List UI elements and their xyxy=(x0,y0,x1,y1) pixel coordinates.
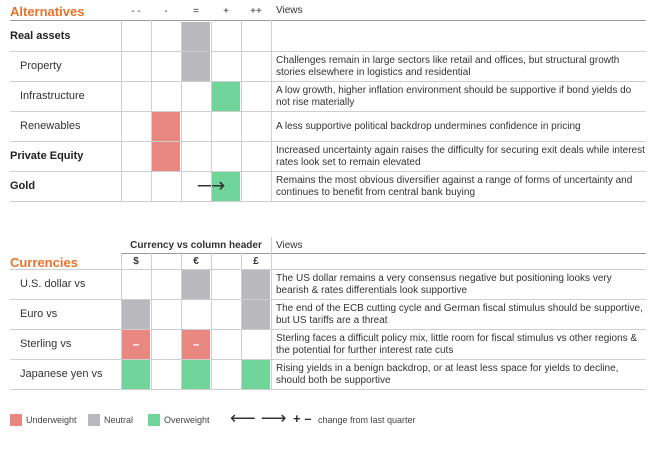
rating-neutral-real-assets xyxy=(182,22,210,51)
view-infrastructure: A low growth, higher inflation environme… xyxy=(276,85,632,108)
view-renewables: A less supportive political backdrop und… xyxy=(276,121,581,132)
col-header-gbp: £ xyxy=(253,256,259,267)
legend-overweight-swatch xyxy=(148,414,160,426)
rating-overweight-jpy-vs-usd xyxy=(122,360,150,389)
view-jpy: Rising yields in a benign backdrop, or a… xyxy=(276,363,619,386)
currencies-title: Currencies xyxy=(10,255,78,270)
rating-overweight-jpy-vs-eur xyxy=(182,360,210,389)
alternatives-title: Alternatives xyxy=(10,4,85,19)
currency-views-header: Views xyxy=(276,240,303,251)
row-label-gold: Gold xyxy=(10,180,36,192)
col-header-equal: = xyxy=(193,6,199,17)
col-header-plus: + xyxy=(223,6,229,17)
rating-overweight-gold xyxy=(212,172,240,201)
gold-change-arrow-icon: ⟶ xyxy=(196,175,226,197)
row-label-infrastructure: Infrastructure xyxy=(20,90,85,102)
legend-neutral-label: Neutral xyxy=(104,415,134,425)
rating-overweight-jpy-vs-gbp xyxy=(242,360,270,389)
legend-neutral-swatch xyxy=(88,414,100,426)
views-header: Views xyxy=(276,5,303,16)
rating-underweight-gbp-vs-usd: – xyxy=(122,330,150,359)
row-label-renewables: Renewables xyxy=(20,120,81,132)
col-header-double-plus: ++ xyxy=(250,6,262,17)
rating-neutral-eur-vs-usd xyxy=(122,300,150,329)
row-label-jpy: Japanese yen vs xyxy=(20,368,103,380)
col-header-minus: - xyxy=(164,6,168,17)
legend-change-note: change from last quarter xyxy=(318,415,416,425)
rating-underweight-renewables xyxy=(152,112,180,141)
col-header-usd: $ xyxy=(133,256,139,267)
rating-overweight-infrastructure xyxy=(212,82,240,111)
row-label-eur: Euro vs xyxy=(20,308,58,320)
rating-neutral-usd-vs-eur xyxy=(182,270,210,299)
view-private-equity: Increased uncertainty again raises the d… xyxy=(276,145,645,168)
view-gold: Remains the most obvious diversifier aga… xyxy=(276,175,633,198)
row-label-private-equity: Private Equity xyxy=(10,150,84,162)
rating-neutral-property xyxy=(182,52,210,81)
rating-neutral-usd-vs-gbp xyxy=(242,270,270,299)
legend-arrows-icon: ⟵ ⟶ xyxy=(230,408,287,428)
legend-underweight-label: Underweight xyxy=(26,415,77,425)
col-header-eur: € xyxy=(193,256,199,267)
view-eur: The end of the ECB cutting cycle and Ger… xyxy=(276,303,643,326)
legend-overweight-label: Overweight xyxy=(164,415,210,425)
view-property: Challenges remain in large sectors like … xyxy=(276,55,620,78)
legend-underweight-swatch xyxy=(10,414,22,426)
view-usd: The US dollar remains a very consensus n… xyxy=(276,273,612,296)
row-label-usd: U.S. dollar vs xyxy=(20,278,86,290)
legend-plusminus-icon: + – xyxy=(293,411,312,426)
row-label-gbp: Sterling vs xyxy=(20,338,72,350)
rating-underweight-gbp-vs-eur: – xyxy=(182,330,210,359)
col-header-double-minus: - - xyxy=(131,6,141,17)
view-gbp: Sterling faces a difficult policy mix, l… xyxy=(276,333,638,356)
currency-group-header: Currency vs column header xyxy=(130,240,262,251)
row-label-property: Property xyxy=(20,60,62,72)
row-label-real-assets: Real assets xyxy=(10,30,71,42)
rating-underweight-private-equity xyxy=(152,142,180,171)
rating-neutral-eur-vs-gbp xyxy=(242,300,270,329)
